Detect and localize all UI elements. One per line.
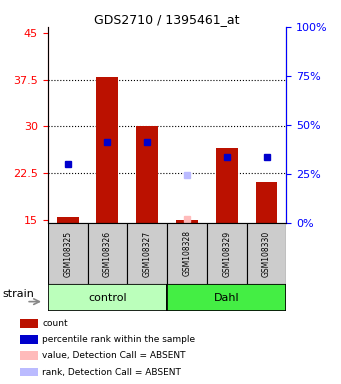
Bar xyxy=(20,319,38,328)
Bar xyxy=(167,284,286,311)
Bar xyxy=(247,223,286,284)
Text: GSM108325: GSM108325 xyxy=(63,230,72,276)
Text: control: control xyxy=(88,293,127,303)
Text: GSM108327: GSM108327 xyxy=(143,230,152,276)
Text: GSM108329: GSM108329 xyxy=(222,230,231,276)
Bar xyxy=(20,335,38,344)
Text: GSM108326: GSM108326 xyxy=(103,230,112,276)
Bar xyxy=(167,223,207,284)
Bar xyxy=(97,77,118,223)
Bar xyxy=(20,351,38,360)
Text: value, Detection Call = ABSENT: value, Detection Call = ABSENT xyxy=(43,351,186,360)
Bar xyxy=(127,223,167,284)
Bar xyxy=(48,223,88,284)
Title: GDS2710 / 1395461_at: GDS2710 / 1395461_at xyxy=(94,13,240,26)
Text: GSM108328: GSM108328 xyxy=(182,230,192,276)
Bar xyxy=(136,126,158,223)
Bar xyxy=(216,148,238,223)
Bar xyxy=(207,223,247,284)
Bar xyxy=(20,367,38,376)
Bar xyxy=(88,223,127,284)
Text: strain: strain xyxy=(2,288,34,299)
Text: rank, Detection Call = ABSENT: rank, Detection Call = ABSENT xyxy=(43,367,181,376)
Text: GSM108330: GSM108330 xyxy=(262,230,271,276)
Text: count: count xyxy=(43,319,68,328)
Text: Dahl: Dahl xyxy=(214,293,240,303)
Text: percentile rank within the sample: percentile rank within the sample xyxy=(43,335,196,344)
Bar xyxy=(57,217,78,223)
Bar xyxy=(256,182,278,223)
Bar xyxy=(176,220,198,223)
Bar xyxy=(48,284,167,311)
